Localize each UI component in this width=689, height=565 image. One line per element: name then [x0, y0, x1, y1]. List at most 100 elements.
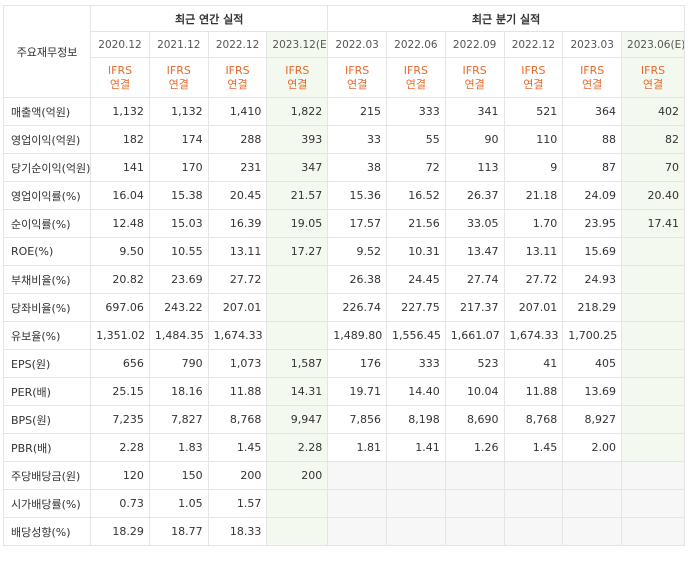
ifrs-label: IFRS	[462, 63, 487, 77]
quarter-value-cell	[444, 461, 505, 490]
ifrs-cell: IFRS 연결	[444, 57, 505, 98]
quarter-value-cell: 19.71	[327, 377, 387, 406]
period-cell: 2023.12(E)	[266, 31, 329, 58]
quarter-value-cell: 226.74	[327, 293, 387, 322]
ifrs-cell: IFRS 연결	[148, 57, 209, 98]
annual-value-cell: 790	[148, 349, 209, 378]
row-label: 매출액(억원)	[2, 97, 92, 126]
annual-value-cell	[266, 321, 329, 350]
quarter-value-cell	[562, 489, 623, 518]
annual-value-cell: 2.28	[266, 433, 329, 462]
annual-value-cell: 18.77	[148, 517, 209, 546]
annual-value-cell: 16.39	[207, 209, 268, 238]
quarter-value-cell: 113	[444, 153, 505, 182]
table-row: 시가배당률(%) 0.73 1.05 1.57	[2, 489, 685, 518]
row-label: PBR(배)	[2, 433, 92, 462]
quarter-value-cell: 24.09	[562, 181, 623, 210]
period-cell: 2021.12	[148, 31, 209, 58]
quarter-value-cell: 217.37	[444, 293, 505, 322]
table-row: 당좌비율(%) 697.06 243.22 207.01 226.74 227.75 217…	[2, 293, 685, 322]
quarter-value-cell: 333	[385, 349, 446, 378]
annual-value-cell: 9,947	[266, 405, 329, 434]
quarter-value-cell: 9	[503, 153, 564, 182]
quarter-value-cell: 218.29	[562, 293, 623, 322]
quarter-value-cell: 1.70	[503, 209, 564, 238]
ifrs-label: IFRS	[345, 63, 370, 77]
quarter-value-cell: 26.37	[444, 181, 505, 210]
quarter-value-cell: 21.56	[385, 209, 446, 238]
annual-value-cell: 1,587	[266, 349, 329, 378]
quarter-value-cell: 2.00	[562, 433, 623, 462]
financial-summary-table: 주요재무정보 최근 연간 실적 최근 분기 실적 2020.12 2021.12 2…	[2, 5, 685, 546]
quarter-value-cell: 176	[327, 349, 387, 378]
period-cell: 2022.12	[503, 31, 564, 58]
quarter-value-cell	[503, 461, 564, 490]
quarter-value-cell: 20.40	[621, 181, 685, 210]
annual-value-cell: 243.22	[148, 293, 209, 322]
annual-value-cell: 1,410	[207, 97, 268, 126]
quarter-value-cell	[385, 517, 446, 546]
quarter-value-cell: 82	[621, 125, 685, 154]
quarter-value-cell: 13.69	[562, 377, 623, 406]
annual-value-cell: 25.15	[90, 377, 150, 406]
ifrs-cell: IFRS 연결	[327, 57, 387, 98]
quarter-value-cell	[621, 461, 685, 490]
annual-value-cell: 19.05	[266, 209, 329, 238]
row-label: 당기순이익(억원)	[2, 153, 92, 182]
annual-value-cell: 27.72	[207, 265, 268, 294]
annual-value-cell: 15.03	[148, 209, 209, 238]
annual-value-cell: 1,674.33	[207, 321, 268, 350]
quarter-value-cell: 215	[327, 97, 387, 126]
quarter-value-cell: 70	[621, 153, 685, 182]
table-row: 부채비율(%) 20.82 23.69 27.72 26.38 24.45 27.74 27.…	[2, 265, 685, 294]
accounting-standard-row: IFRS 연결 IFRS 연결 IFRS 연결 IFRS 연결 IFRS 연결 IFRS 연결 IFRS…	[4, 57, 685, 98]
quarter-value-cell: 364	[562, 97, 623, 126]
annual-value-cell: 16.04	[90, 181, 150, 210]
annual-value-cell	[266, 293, 329, 322]
row-label: ROE(%)	[2, 237, 92, 266]
quarter-value-cell: 402	[621, 97, 685, 126]
quarter-value-cell	[621, 517, 685, 546]
period-cell: 2022.06	[385, 31, 446, 58]
quarter-value-cell: 10.04	[444, 377, 505, 406]
quarter-value-cell: 17.41	[621, 209, 685, 238]
quarter-value-cell	[621, 349, 685, 378]
quarter-value-cell: 405	[562, 349, 623, 378]
annual-value-cell: 2.28	[90, 433, 150, 462]
ifrs-label: IFRS	[580, 63, 605, 77]
ifrs-label: IFRS	[166, 63, 191, 77]
quarter-value-cell	[327, 517, 387, 546]
quarter-value-cell	[503, 517, 564, 546]
quarter-value-cell	[444, 517, 505, 546]
annual-value-cell: 697.06	[90, 293, 150, 322]
ifrs-cell: IFRS 연결	[90, 57, 150, 98]
consolidated-label: 연결	[109, 77, 131, 91]
period-cell: 2022.03	[327, 31, 387, 58]
quarter-value-cell: 23.95	[562, 209, 623, 238]
quarter-value-cell: 38	[327, 153, 387, 182]
annual-value-cell: 20.45	[207, 181, 268, 210]
period-cell: 2022.09	[444, 31, 505, 58]
quarter-value-cell	[621, 321, 685, 350]
annual-value-cell: 18.29	[90, 517, 150, 546]
annual-value-cell: 1,351.02	[90, 321, 150, 350]
quarter-value-cell: 24.93	[562, 265, 623, 294]
quarter-value-cell: 1,661.07	[444, 321, 505, 350]
quarter-value-cell: 41	[503, 349, 564, 378]
quarter-group-header: 최근 분기 실적	[327, 5, 685, 32]
quarter-value-cell: 9.52	[327, 237, 387, 266]
quarter-value-cell	[385, 489, 446, 518]
table-row: 영업이익(억원) 182 174 288 393 33 55 90 110 88 82	[2, 125, 685, 154]
quarter-value-cell	[562, 461, 623, 490]
annual-group-header: 최근 연간 실적	[90, 5, 329, 32]
annual-value-cell: 1,484.35	[148, 321, 209, 350]
annual-value-cell	[266, 265, 329, 294]
quarter-value-cell: 10.31	[385, 237, 446, 266]
period-cell: 2023.06(E)	[621, 31, 685, 58]
annual-value-cell: 9.50	[90, 237, 150, 266]
quarter-value-cell	[621, 377, 685, 406]
quarter-value-cell: 17.57	[327, 209, 387, 238]
consolidated-label: 연결	[405, 77, 426, 91]
annual-value-cell: 1.57	[207, 489, 268, 518]
table-row: PBR(배) 2.28 1.83 1.45 2.28 1.81 1.41 1.26 1.45 2.…	[2, 433, 685, 462]
